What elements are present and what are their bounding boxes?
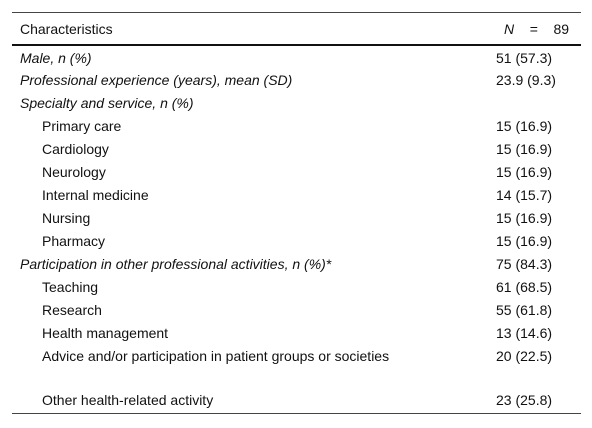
row-value: 23.9 (9.3) [496,72,556,88]
row-value: 55 (61.8) [496,302,553,318]
n-equals: = [529,20,538,37]
row-value: 75 (84.3) [496,256,553,272]
table-row: Male, n (%) 51 (57.3) [12,45,581,68]
characteristics-table: Characteristics N = 89 Male, n (%) 51 (57… [12,12,581,414]
table-row: Advice and/or participation in patient g… [12,344,581,388]
table-row: Pharmacy 15 (16.9) [12,229,581,252]
table-row: Research 55 (61.8) [12,298,581,321]
row-label: Nursing [42,210,91,226]
table-row: Nursing 15 (16.9) [12,206,581,229]
row-value: 15 (16.9) [496,141,553,157]
table-row: Specialty and service, n (%) [12,91,581,114]
row-label: Pharmacy [42,233,106,249]
row-value: 61 (68.5) [496,279,553,295]
row-value: 20 (22.5) [496,348,553,364]
header-cell: Characteristics [12,12,496,46]
row-value: 14 (15.7) [496,187,553,203]
table-row: Professional experience (years), mean (S… [12,68,581,91]
header-n-cell: N = 89 [496,12,581,46]
row-value: 15 (16.9) [496,233,553,249]
row-label: Teaching [42,279,99,295]
row-value: 15 (16.9) [496,118,553,134]
row-label: Male, n (%) [20,50,92,66]
row-value: 13 (14.6) [496,325,553,341]
row-value-empty [496,91,581,114]
row-label: Advice and/or participation in patient g… [42,348,390,364]
table-row: Neurology 15 (16.9) [12,160,581,183]
row-label: Professional experience (years), mean (S… [20,72,293,88]
row-label: Participation in other professional acti… [20,256,332,272]
table-row: Other health-related activity 23 (25.8) [12,388,581,414]
row-label: Research [42,302,102,318]
row-label: Health management [42,325,169,341]
row-label: Cardiology [42,141,109,157]
row-value: 15 (16.9) [496,210,553,226]
row-label: Primary care [42,118,122,134]
table-row: Internal medicine 14 (15.7) [12,183,581,206]
table-body: Male, n (%) 51 (57.3) Professional experie… [12,45,581,414]
row-label: Internal medicine [42,187,149,203]
row-value: 51 (57.3) [496,50,553,66]
table-row: Teaching 61 (68.5) [12,275,581,298]
table-row: Cardiology 15 (16.9) [12,137,581,160]
n-label: N [504,20,515,37]
row-value: 15 (16.9) [496,164,553,180]
table-row: Primary care 15 (16.9) [12,114,581,137]
table-row: Participation in other professional acti… [12,252,581,275]
row-label: Neurology [42,164,106,180]
row-label: Specialty and service, n (%) [20,95,194,111]
row-label: Other health-related activity [12,388,496,414]
header-row: Characteristics N = 89 [12,12,581,46]
n-value: 89 [553,20,570,37]
table-row: Health management 13 (14.6) [12,321,581,344]
row-value: 23 (25.8) [496,388,581,414]
